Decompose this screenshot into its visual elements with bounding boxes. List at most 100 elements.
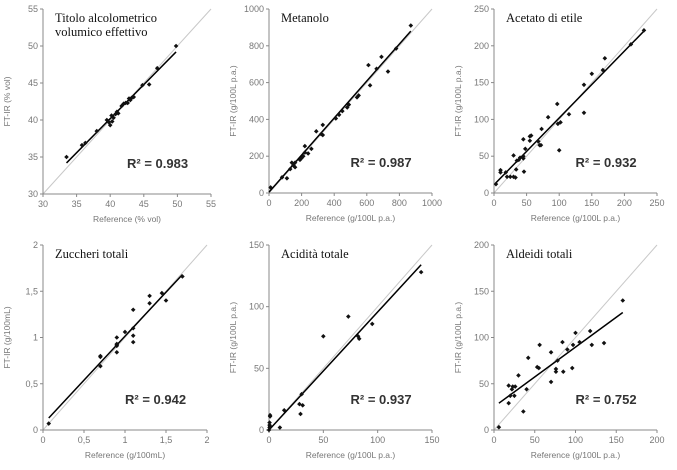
y-tick-label: 0 [259, 425, 264, 435]
data-point [318, 131, 324, 137]
y-tick-label: 0 [33, 425, 38, 435]
data-point [114, 341, 120, 347]
data-point [418, 269, 424, 275]
x-tick-label: 100 [568, 435, 583, 445]
y-tick-label: 100 [249, 302, 264, 312]
x-tick-label: 50 [530, 435, 540, 445]
data-point [537, 342, 542, 348]
data-point [496, 424, 502, 430]
scatter-panel-6: 0 50 100 150 200 0 50 100 150 200 Reference (g/100… [453, 240, 665, 460]
data-point [513, 175, 518, 180]
scatter-panel-1: 30 35 40 45 50 55 30 35 40 45 50 55 Reference (% vol… [2, 4, 216, 224]
y-tick-label: 150 [474, 78, 489, 88]
panel-title: Titolo alcolometrico [55, 11, 157, 25]
panel-title: Acidità totale [281, 247, 349, 261]
data-point [553, 366, 559, 372]
data-point [570, 342, 576, 348]
data-point [536, 365, 542, 371]
data-point [601, 340, 607, 346]
data-point [346, 102, 352, 107]
x-tick-label: 400 [327, 198, 342, 208]
y-tick-label: 30 [28, 189, 38, 199]
x-tick-label: 150 [609, 435, 624, 445]
data-point [267, 420, 272, 425]
x-tick-label: 100 [370, 435, 385, 445]
data-point [516, 373, 521, 378]
x-tick-label: 2 [204, 435, 209, 445]
data-point [408, 23, 414, 28]
data-point [159, 290, 165, 296]
data-point [620, 298, 626, 303]
data-point [556, 148, 562, 153]
regression-line [498, 311, 624, 404]
data-point [524, 387, 529, 392]
data-point [173, 43, 179, 49]
y-tick-label: 200 [474, 41, 489, 51]
data-point [98, 363, 103, 369]
data-point [299, 391, 304, 397]
x-tick-label: 35 [72, 199, 82, 209]
data-point [109, 119, 115, 124]
scatter-panel-2: 0 200 400 600 800 1000 0 200 400 600 800 1000 Refere… [228, 4, 442, 223]
y-axis-label: FT-IR (g/100mL) [2, 306, 12, 369]
data-point [320, 122, 326, 128]
data-point [521, 136, 526, 142]
x-tick-label: 55 [206, 199, 216, 209]
panel-title: Metanolo [281, 11, 329, 25]
x-axis-label: Reference (g/100L p.a.) [306, 450, 396, 460]
data-point [589, 342, 595, 348]
data-point [130, 325, 136, 331]
y-tick-label: 50 [479, 379, 489, 389]
data-point [147, 300, 152, 306]
data-point [83, 140, 88, 146]
x-tick-label: 150 [584, 198, 599, 208]
regression-line [268, 264, 422, 431]
data-point [508, 174, 513, 180]
r-squared-label: R² = 0.932 [576, 155, 637, 170]
identity-line [42, 244, 208, 431]
data-point [46, 421, 52, 426]
data-point [379, 54, 384, 60]
x-axis-label: Reference (% vol) [93, 214, 161, 224]
data-point [366, 62, 371, 68]
y-tick-label: 45 [28, 78, 38, 88]
y-tick-label: 0 [484, 425, 489, 435]
data-point [369, 321, 375, 327]
y-tick-label: 2 [33, 240, 38, 250]
y-tick-label: 200 [474, 240, 489, 250]
y-tick-label: 50 [479, 151, 489, 161]
y-axis-label: FT-IR (g/100L p.a.) [453, 302, 463, 374]
data-point [336, 112, 342, 118]
x-tick-label: 100 [552, 198, 567, 208]
data-point [356, 336, 362, 342]
data-point [581, 82, 587, 88]
data-point [130, 333, 136, 338]
data-point [511, 153, 516, 158]
y-tick-label: 1 [33, 333, 38, 343]
y-tick-label: 35 [28, 152, 38, 162]
data-point [513, 167, 519, 172]
x-tick-label: 600 [359, 198, 374, 208]
data-point [340, 108, 345, 114]
data-point [284, 175, 290, 181]
data-point [545, 114, 551, 120]
data-point [268, 185, 273, 190]
y-tick-label: 200 [249, 151, 264, 161]
data-point [577, 339, 582, 345]
x-tick-label: 50 [522, 198, 532, 208]
data-point [565, 347, 570, 352]
x-axis-label: Reference (g/100L p.a.) [531, 450, 621, 460]
data-point [313, 129, 319, 134]
data-point [510, 384, 516, 389]
panel-title: Acetato di etile [506, 11, 583, 25]
data-point [374, 66, 379, 72]
x-tick-label: 45 [139, 199, 149, 209]
data-point [279, 175, 285, 180]
data-point [504, 174, 510, 180]
y-tick-label: 600 [249, 78, 264, 88]
r-squared-label: R² = 0.983 [127, 156, 188, 171]
data-point [297, 157, 303, 163]
r-squared-label: R² = 0.937 [351, 392, 412, 407]
